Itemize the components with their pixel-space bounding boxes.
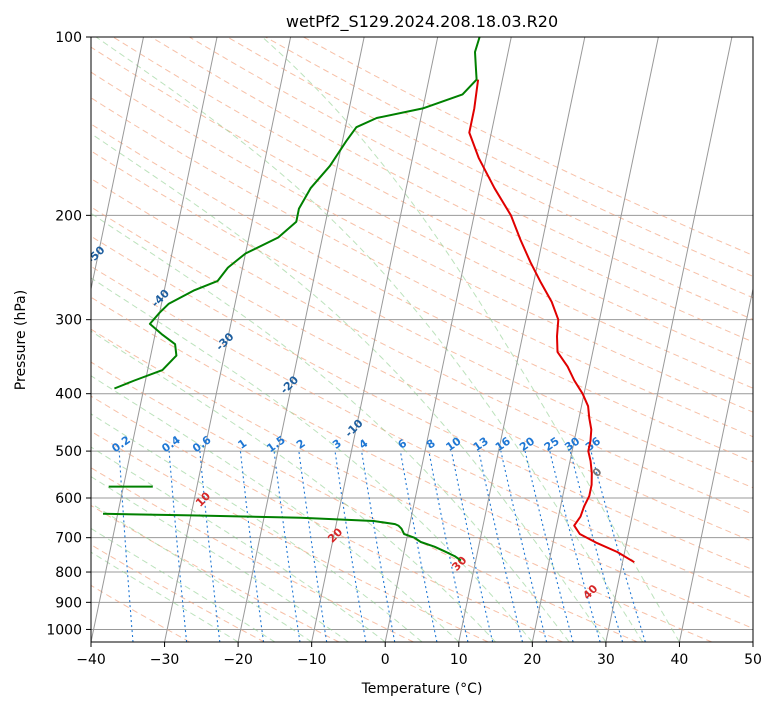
y-tick-label: 900 xyxy=(55,595,82,611)
isotherm xyxy=(605,37,733,642)
isotherm xyxy=(237,37,365,642)
dry-adiabat xyxy=(91,235,753,571)
isotherm xyxy=(91,37,144,292)
dewpoint-profile xyxy=(114,37,481,390)
y-tick-label: 200 xyxy=(55,208,82,224)
x-tick-label: 0 xyxy=(381,652,390,668)
x-tick-label: −40 xyxy=(76,652,106,668)
x-tick-label: −30 xyxy=(150,652,180,668)
temperature-profile xyxy=(468,79,635,564)
dry-adiabat xyxy=(91,584,190,642)
plot-frame xyxy=(90,36,754,643)
moist-adiabat xyxy=(91,212,570,642)
mixing-ratio-line xyxy=(549,450,601,642)
pressure-grid xyxy=(91,37,753,630)
x-axis-label: Temperature (°C) xyxy=(361,681,483,697)
mixing-ratio-line xyxy=(428,451,469,642)
isotherm xyxy=(164,37,292,642)
moist-adiabat xyxy=(91,330,496,642)
dry-adiabat xyxy=(91,504,340,642)
moist-adiabat xyxy=(91,413,423,642)
x-tick-label: 10 xyxy=(450,652,468,668)
dry-adiabat xyxy=(91,296,753,629)
profiles xyxy=(102,37,635,564)
dry-adiabat xyxy=(91,395,563,642)
y-tick-label: 800 xyxy=(55,565,82,581)
y-tick-label: 100 xyxy=(55,30,82,46)
moist-adiabat xyxy=(91,375,460,642)
moist-adiabat xyxy=(91,551,239,642)
y-tick-label: 700 xyxy=(55,531,82,547)
y-tick-label: 300 xyxy=(55,313,82,329)
isotherm xyxy=(311,37,439,642)
y-axis-label: Pressure (hPa) xyxy=(13,290,29,390)
dry-adiabat xyxy=(91,361,638,642)
isotherm xyxy=(458,37,586,642)
moist-adiabat xyxy=(91,476,349,642)
x-tick-label: 50 xyxy=(744,652,762,668)
dry-adiabat xyxy=(227,37,753,299)
y-axis-ticks: 100 200 300 400 500 600 700 800 900 1000 xyxy=(46,30,91,638)
moist-adiabat xyxy=(91,133,607,642)
mixing-ratio-line xyxy=(569,450,624,642)
isotherm xyxy=(531,37,659,642)
isotherm xyxy=(678,286,753,642)
dry-adiabat xyxy=(112,37,753,366)
dry-adiabat xyxy=(91,328,712,642)
moist-adiabat xyxy=(91,446,386,642)
dry-adiabat xyxy=(91,97,753,438)
x-tick-label: −10 xyxy=(297,652,327,668)
dry-adiabat xyxy=(91,123,753,463)
x-tick-label: 30 xyxy=(597,652,615,668)
dry-adiabat xyxy=(91,46,753,389)
dewpoint-profile xyxy=(102,512,462,562)
x-tick-label: −20 xyxy=(223,652,253,668)
moist-adiabat xyxy=(95,37,644,642)
isotherm xyxy=(384,37,512,642)
chart-title: wetPf2_S129.2024.208.18.03.R20 xyxy=(286,12,558,32)
mixing-ratio-line xyxy=(500,450,548,642)
moist-adiabat xyxy=(91,277,533,642)
isotherm xyxy=(91,37,218,642)
x-tick-label: 40 xyxy=(671,652,689,668)
dry-adiabat xyxy=(91,177,753,515)
isotherms xyxy=(91,37,753,642)
dry-adiabat xyxy=(91,265,753,600)
moist-adiabats xyxy=(91,37,680,642)
mixing-ratio-line xyxy=(399,451,438,642)
y-tick-label: 600 xyxy=(55,491,82,507)
mixing-ratio-line xyxy=(478,450,524,642)
x-axis-ticks: −40 −30 −20 −10 0 10 20 30 40 50 xyxy=(76,642,762,668)
mixing-ratio-line xyxy=(524,450,574,642)
x-tick-label: 20 xyxy=(523,652,541,668)
y-tick-label: 1000 xyxy=(46,622,82,638)
y-tick-label: 400 xyxy=(55,387,82,403)
y-tick-label: 500 xyxy=(55,444,82,460)
